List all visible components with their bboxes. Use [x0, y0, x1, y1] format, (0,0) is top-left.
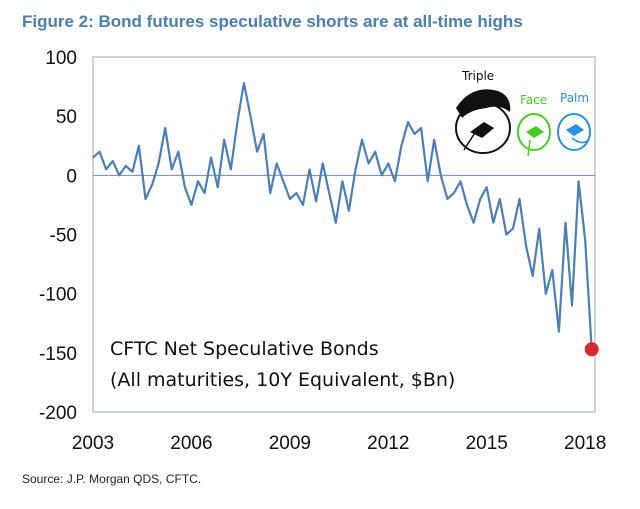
facepalm-doodle: Triple Face Palm [455, 69, 591, 157]
x-tick-label: 2006 [170, 433, 212, 454]
chart-title: CFTC Net Speculative Bonds [110, 338, 379, 360]
figure-title: Figure 2: Bond futures speculative short… [22, 12, 523, 31]
y-tick-label: -100 [39, 285, 77, 306]
black-face-icon [455, 89, 511, 154]
x-axis-ticks: 2003 2006 2009 2012 2015 2018 [72, 433, 606, 454]
plot-area [92, 56, 596, 413]
x-tick-label: 2018 [564, 433, 606, 454]
y-tick-label: 100 [45, 48, 77, 69]
x-tick-label: 2009 [269, 433, 311, 454]
highlight-point-marker [584, 342, 599, 357]
series-line [92, 81, 593, 350]
x-tick-label: 2015 [466, 433, 508, 454]
y-tick-label: 50 [56, 107, 77, 128]
blue-face-icon [557, 113, 591, 151]
doodle-word-palm: Palm [560, 91, 589, 105]
y-tick-label: -50 [50, 226, 77, 247]
y-axis-ticks: 100 50 0 -50 -100 -150 -200 [39, 48, 77, 424]
x-tick-label: 2003 [72, 433, 114, 454]
chart-subtitle: (All maturities, 10Y Equivalent, $Bn) [110, 369, 455, 391]
y-tick-label: -200 [39, 403, 77, 424]
green-face-icon [517, 113, 551, 157]
doodle-word-triple: Triple [461, 69, 494, 83]
y-tick-label: 0 [66, 166, 77, 187]
source-note: Source: J.P. Morgan QDS, CFTC. [22, 472, 202, 486]
x-tick-label: 2012 [367, 433, 409, 454]
y-tick-label: -150 [39, 344, 77, 365]
doodle-word-face: Face [520, 93, 547, 107]
